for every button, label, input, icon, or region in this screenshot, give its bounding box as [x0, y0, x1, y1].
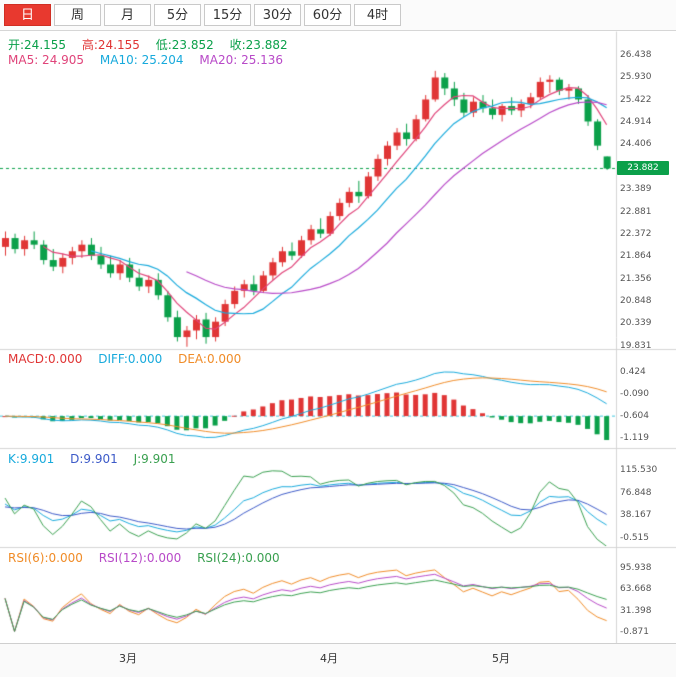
axis-label: 20.848 [620, 296, 652, 306]
axis-label: 63.668 [620, 584, 652, 594]
ohlc-legend: 开:24.155 高:24.155 低:23.852 收:23.882 [8, 36, 300, 53]
ma10-value: MA10: 25.204 [99, 53, 184, 67]
high-value: 高:24.155 [81, 38, 140, 52]
close-value: 收:23.882 [229, 38, 288, 52]
axis-label: 38.167 [620, 510, 652, 520]
ma20-value: MA20: 25.136 [199, 53, 284, 67]
ma5-value: MA5: 24.905 [8, 53, 85, 67]
tab-30min[interactable]: 30分 [254, 4, 301, 26]
axis-label: 24.914 [620, 117, 652, 127]
tab-weekly[interactable]: 周 [54, 4, 101, 26]
diff-value: DIFF:0.000 [98, 352, 163, 366]
tab-4hour[interactable]: 4时 [354, 4, 401, 26]
last-price-tag: 23.882 [617, 161, 669, 175]
d-value: D:9.901 [70, 452, 118, 466]
axis-label: 22.881 [620, 207, 652, 217]
axis-label: -0.604 [620, 411, 650, 421]
axis-label: 26.438 [620, 50, 652, 60]
month-tick-label: 4月 [320, 652, 338, 665]
month-tick-label: 3月 [119, 652, 137, 665]
axis-label: -0.090 [620, 389, 650, 399]
macd-value: MACD:0.000 [8, 352, 83, 366]
k-value: K:9.901 [8, 452, 55, 466]
axis-label: 31.398 [620, 606, 652, 616]
axis-label: 115.530 [620, 465, 658, 475]
axis-label: 25.930 [620, 72, 652, 82]
month-tick-label: 5月 [492, 652, 510, 665]
tab-daily[interactable]: 日 [4, 4, 51, 26]
axis-label: 23.389 [620, 184, 652, 194]
rsi24-value: RSI(24):0.000 [197, 551, 280, 565]
open-value: 开:24.155 [8, 38, 67, 52]
axis-label: 19.831 [620, 341, 652, 351]
tab-15min[interactable]: 15分 [204, 4, 251, 26]
tab-monthly[interactable]: 月 [104, 4, 151, 26]
rsi12-value: RSI(12):0.000 [98, 551, 182, 565]
axis-label: 76.848 [620, 488, 652, 498]
tab-5min[interactable]: 5分 [154, 4, 201, 26]
ma-legend: MA5: 24.905 MA10: 25.204 MA20: 25.136 [8, 53, 295, 67]
period-tabbar: 日 周 月 5分 15分 30分 60分 4时 [0, 0, 676, 31]
axis-label: 25.422 [620, 95, 652, 105]
tab-60min[interactable]: 60分 [304, 4, 351, 26]
axis-label: 95.938 [620, 563, 652, 573]
axis-label: 20.339 [620, 318, 652, 328]
axis-label: -1.119 [620, 433, 650, 443]
axis-label: -0.515 [620, 533, 650, 543]
axis-label: -0.871 [620, 627, 650, 637]
rsi6-value: RSI(6):0.000 [8, 551, 83, 565]
axis-label: 21.864 [620, 251, 652, 261]
axis-label: 21.356 [620, 274, 652, 284]
dea-value: DEA:0.000 [178, 352, 242, 366]
axis-label: 0.424 [620, 367, 646, 377]
j-value: J:9.901 [133, 452, 176, 466]
macd-legend: MACD:0.000 DIFF:0.000 DEA:0.000 [8, 352, 253, 366]
axis-label: 24.406 [620, 139, 652, 149]
time-axis: 3月 4月 5月 [0, 643, 676, 677]
kdj-legend: K:9.901 D:9.901 J:9.901 [8, 452, 188, 466]
axis-label: 22.372 [620, 229, 652, 239]
low-value: 低:23.852 [155, 38, 214, 52]
rsi-legend: RSI(6):0.000 RSI(12):0.000 RSI(24):0.000 [8, 551, 292, 565]
